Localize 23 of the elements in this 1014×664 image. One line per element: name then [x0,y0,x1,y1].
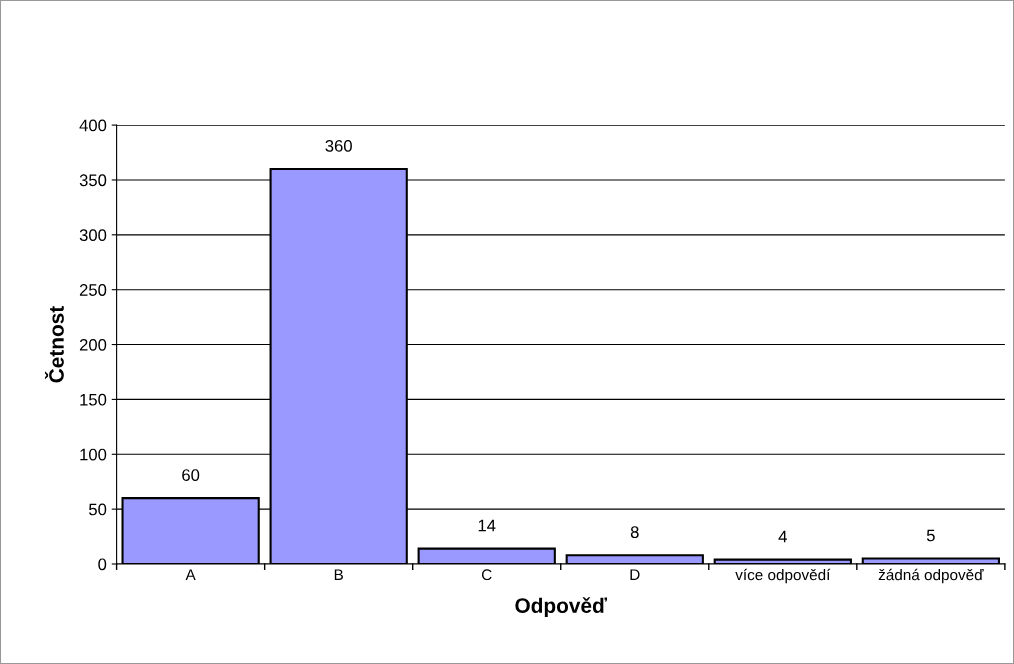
data-label: 5 [926,529,935,542]
x-tick-label: více odpovědí [735,568,831,584]
x-tick-label: žádná odpověď [878,568,984,584]
x-tick-label: B [334,569,343,580]
data-label: 14 [478,519,496,532]
data-label: 60 [182,469,200,481]
data-label: 8 [630,526,639,539]
y-tick-label: 150 [80,393,107,406]
x-axis-title: Odpověď [515,597,608,618]
data-label: 360 [325,140,352,152]
y-tick-label: 350 [79,174,107,187]
x-tick-label: A [185,569,196,580]
y-tick-label: 50 [89,503,107,516]
x-tick-label: C [481,569,492,581]
y-tick-label: 200 [79,338,107,351]
y-axis-title: Četnost [44,306,64,383]
y-tick-label: 100 [80,448,107,461]
y-tick-label: 400 [79,119,107,132]
data-label: 4 [778,530,787,543]
y-tick-label: 0 [98,558,107,571]
y-tick-label: 300 [79,229,107,242]
y-tick-label: 250 [79,284,107,296]
x-tick-label: D [630,569,640,580]
